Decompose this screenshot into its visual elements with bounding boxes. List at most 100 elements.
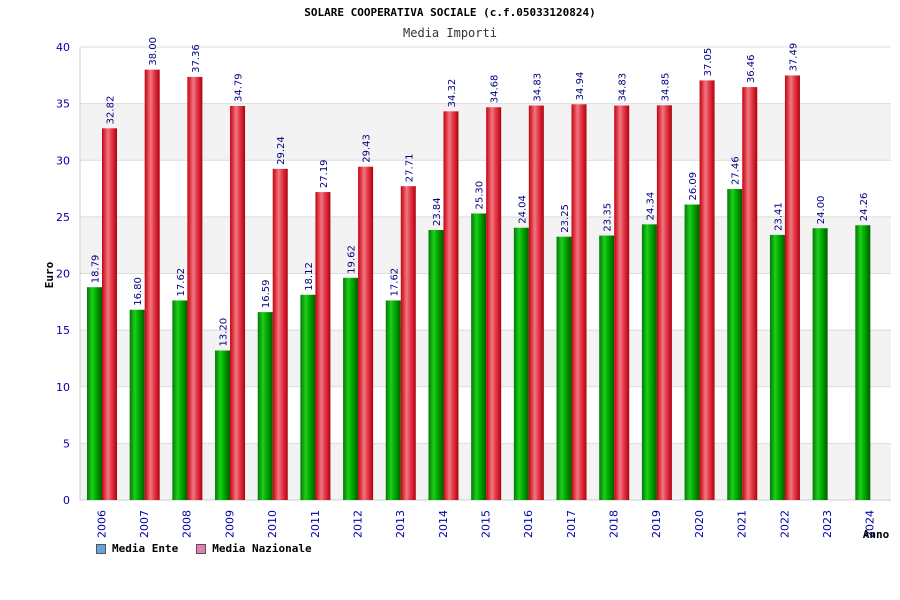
data-label: 34.94 [575, 72, 586, 101]
bar-media-nazionale [230, 106, 246, 501]
bar-media-nazionale [400, 186, 416, 500]
x-tick-label: 2008 [181, 510, 194, 538]
y-tick-label: 20 [56, 268, 70, 281]
bar-media-ente [129, 309, 145, 500]
bar-media-ente [812, 228, 828, 500]
bar-media-nazionale [272, 168, 288, 500]
bar-media-nazionale [144, 69, 160, 501]
legend-swatch-media-nazionale [196, 543, 207, 554]
bar-media-ente [556, 236, 572, 500]
legend: Media Ente Media Nazionale [96, 542, 312, 555]
bar-media-ente [769, 234, 785, 500]
data-label: 16.80 [133, 277, 144, 306]
data-label: 16.59 [261, 279, 272, 308]
y-tick-label: 10 [56, 381, 70, 394]
bar-media-nazionale [699, 80, 715, 500]
bar-media-ente [215, 350, 231, 500]
bar-media-ente [727, 189, 743, 500]
chart-title: SOLARE COOPERATIVA SOCIALE (c.f.05033120… [304, 6, 595, 19]
data-label: 18.79 [91, 255, 102, 284]
bar-media-nazionale [528, 105, 544, 501]
y-tick-label: 25 [56, 211, 70, 224]
data-label: 34.83 [618, 73, 629, 102]
y-tick-label: 15 [56, 324, 70, 337]
data-label: 23.35 [603, 203, 614, 232]
data-label: 26.09 [688, 172, 699, 201]
data-label: 27.19 [319, 159, 330, 188]
bar-media-ente [513, 227, 529, 500]
legend-item-media-nazionale: Media Nazionale [196, 542, 312, 555]
x-tick-label: 2020 [693, 510, 706, 538]
bar-media-nazionale [315, 192, 331, 501]
plot-area: 0 5 10 15 20 25 30 35 40 18.79 32.82 2006 16.80 38.00… [56, 37, 891, 538]
x-tick-label: 2010 [266, 510, 279, 538]
legend-swatch-media-ente [96, 543, 106, 554]
x-tick-label: 2013 [394, 510, 407, 538]
bar-media-ente [471, 213, 487, 501]
bar-media-ente [599, 235, 615, 500]
data-label: 37.05 [703, 48, 714, 77]
data-label: 37.36 [191, 44, 202, 73]
data-label: 24.26 [859, 193, 870, 222]
data-label: 24.04 [517, 195, 528, 224]
bar-media-nazionale [358, 166, 374, 500]
x-tick-label: 2021 [736, 510, 749, 538]
y-axis-label: Euro [43, 261, 56, 288]
legend-label-media-ente: Media Ente [112, 542, 179, 555]
chart-subtitle: Media Importi [403, 26, 497, 40]
y-tick-label: 0 [63, 494, 70, 507]
bar-media-ente [343, 277, 359, 500]
y-tick-label: 35 [56, 98, 70, 111]
data-label: 29.24 [276, 136, 287, 165]
data-label: 19.62 [347, 245, 358, 274]
bar-media-ente [684, 204, 700, 500]
legend-item-media-ente: Media Ente [96, 542, 178, 555]
bar-media-nazionale [102, 128, 117, 500]
bar-media-ente [385, 300, 401, 500]
bar-media-nazionale [571, 104, 587, 500]
bar-media-ente [257, 312, 273, 500]
bar-media-nazionale [742, 87, 758, 500]
data-label: 23.41 [773, 202, 784, 231]
y-tick-label: 30 [56, 154, 70, 167]
data-label: 36.46 [746, 54, 757, 83]
data-label: 23.84 [432, 197, 443, 226]
x-tick-label: 2017 [565, 510, 578, 538]
data-label: 24.00 [816, 196, 827, 225]
data-label: 29.43 [362, 134, 373, 163]
bar-media-nazionale [614, 105, 630, 501]
y-tick-label: 40 [56, 41, 70, 54]
x-axis-label: Anno [863, 528, 890, 541]
bar-media-ente [300, 294, 316, 500]
data-label: 38.00 [148, 37, 159, 66]
x-tick-label: 2007 [138, 510, 151, 538]
data-label: 27.71 [404, 154, 415, 183]
data-label: 25.30 [475, 181, 486, 210]
x-tick-label: 2023 [821, 510, 834, 538]
x-tick-label: 2016 [522, 510, 535, 538]
data-label: 23.25 [560, 204, 571, 233]
data-label: 32.82 [106, 96, 117, 125]
x-tick-label: 2006 [95, 510, 108, 538]
data-label: 34.32 [447, 79, 458, 108]
bar-media-ente [641, 224, 657, 501]
bar-media-nazionale [486, 107, 502, 501]
data-label: 24.34 [645, 192, 656, 221]
data-label: 34.68 [490, 75, 501, 104]
x-tick-label: 2012 [351, 510, 364, 538]
bar-media-ente [428, 230, 444, 500]
data-label: 37.49 [788, 43, 799, 72]
bar-media-ente [172, 300, 188, 500]
bar-media-ente [87, 287, 102, 500]
data-label: 17.62 [389, 268, 400, 297]
data-label: 17.62 [176, 268, 187, 297]
bar-media-nazionale [784, 75, 800, 500]
bar-media-ente [855, 225, 871, 500]
x-tick-label: 2015 [480, 510, 493, 538]
x-tick-label: 2018 [608, 510, 621, 538]
data-label: 27.46 [731, 156, 742, 185]
data-label: 34.85 [660, 73, 671, 102]
legend-label-media-nazionale: Media Nazionale [212, 542, 312, 555]
data-label: 18.12 [304, 262, 315, 291]
